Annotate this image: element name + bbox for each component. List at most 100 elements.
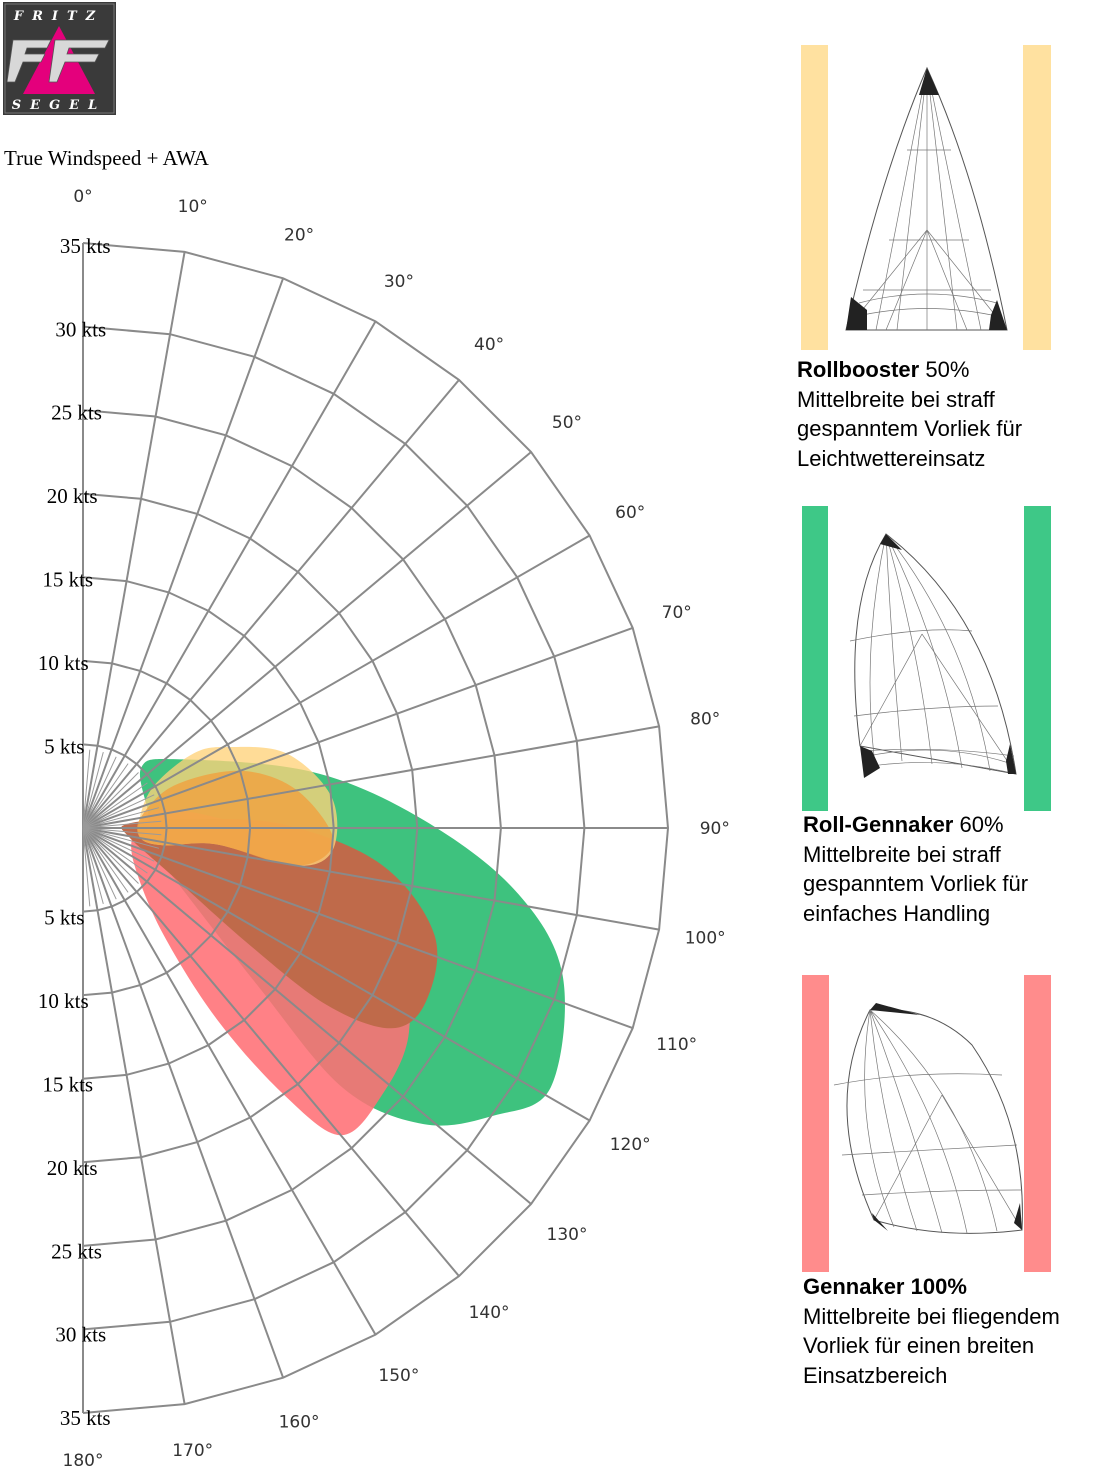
- fritz-segel-logo: FRITZ SEGEL: [3, 2, 116, 115]
- spoke-150deg: [82, 827, 377, 1336]
- hub-spoke: [82, 782, 148, 829]
- angle-label: 30°: [384, 272, 414, 292]
- angle-label: 70°: [662, 603, 692, 623]
- roll-gennaker-head-patch: [880, 534, 902, 550]
- angle-label: 40°: [474, 335, 504, 355]
- roll-gennaker-sail-drawing: [849, 533, 1017, 775]
- hub-spoke: [82, 827, 104, 905]
- spoke-70deg: [82, 626, 634, 829]
- radial-label: 25 kts: [51, 1239, 102, 1263]
- hub-spoke: [82, 756, 117, 829]
- hub-spoke: [82, 827, 129, 893]
- angle-label: 60°: [615, 503, 645, 523]
- spoke-170deg: [82, 827, 186, 1405]
- spoke-120deg: [82, 827, 591, 1122]
- radial-label: 35 kts: [60, 1406, 111, 1430]
- hub-spoke: [82, 749, 91, 829]
- gennaker-sail-drawing: [833, 1008, 1023, 1234]
- chart-title: True Windspeed + AWA: [4, 146, 209, 170]
- angle-label: 90°: [700, 819, 730, 839]
- spoke-10deg: [82, 251, 186, 829]
- spoke-130deg: [82, 827, 532, 1205]
- spoke-160deg: [82, 827, 285, 1379]
- logo-top-text: FRITZ: [13, 9, 104, 24]
- angle-label: 110°: [656, 1035, 697, 1055]
- rollbooster-name: Rollbooster: [797, 357, 920, 382]
- angle-label: 180°: [63, 1451, 104, 1470]
- hub-spoke: [82, 827, 117, 900]
- gennaker-clew-patch: [1014, 1203, 1022, 1230]
- angle-label: 100°: [685, 929, 726, 949]
- roll-gennaker-desc-3: einfaches Handling: [803, 900, 991, 926]
- angle-label: 0°: [73, 187, 92, 207]
- spoke-100deg: [82, 827, 660, 931]
- radial-label: 5 kts: [44, 906, 84, 930]
- angle-label: 160°: [279, 1413, 320, 1433]
- radial-label: 20 kts: [47, 484, 98, 508]
- radial-label: 35 kts: [60, 234, 111, 258]
- angle-label: 120°: [610, 1135, 651, 1155]
- hub-spoke: [82, 807, 160, 829]
- gennaker-band-right: [1024, 975, 1051, 1272]
- radial-label: 10 kts: [38, 651, 89, 675]
- radial-label: 10 kts: [38, 989, 89, 1013]
- hub-spoke: [82, 827, 91, 907]
- spoke-40deg: [82, 379, 460, 829]
- gennaker-band-left: [802, 975, 829, 1272]
- radial-label: 30 kts: [55, 317, 106, 341]
- angle-label: 170°: [172, 1441, 213, 1461]
- rollbooster-head-patch: [919, 68, 939, 95]
- roll-gennaker-tack-patch: [860, 746, 880, 778]
- gennaker-sail-image: [802, 975, 1051, 1272]
- rollbooster-sail-drawing: [845, 66, 1008, 331]
- roll-gennaker-desc-1: Mittelbreite bei straff: [803, 841, 1001, 867]
- roll-gennaker-name: Roll-Gennaker: [803, 812, 954, 837]
- hub-spoke: [82, 772, 139, 829]
- spoke-60deg: [82, 534, 591, 829]
- roll-gennaker-desc-2: gespanntem Vorliek für: [803, 871, 1029, 896]
- rollbooster-percent: 50%: [925, 357, 970, 382]
- hub-spoke: [82, 827, 139, 884]
- logo-ff-mark: [6, 39, 110, 83]
- radial-label: 15 kts: [42, 568, 93, 592]
- rollbooster-desc-2: gespanntem Vorliek für: [797, 416, 1023, 441]
- gennaker-desc-1: Mittelbreite bei fliegendem: [803, 1303, 1060, 1329]
- roll-gennaker-percent: 60%: [959, 812, 1004, 837]
- gennaker-percent: 100%: [910, 1274, 967, 1299]
- roll-gennaker-band-right: [1024, 506, 1051, 811]
- rollbooster-caption: Rollbooster 50% Mittelbreite bei straff …: [797, 355, 1022, 473]
- gennaker-name: Gennaker: [803, 1274, 905, 1299]
- rollbooster-clew-patch: [989, 300, 1007, 330]
- gennaker-desc-3: Einsatzbereich: [803, 1362, 948, 1388]
- radial-label: 15 kts: [42, 1072, 93, 1096]
- series-rollbooster-gennaker: [137, 770, 334, 866]
- hub-spoke: [82, 827, 160, 849]
- radial-label: 5 kts: [44, 735, 84, 759]
- spoke-20deg: [82, 277, 285, 829]
- hub-spoke: [82, 820, 162, 829]
- angle-label: 10°: [178, 197, 208, 217]
- radial-label: 20 kts: [47, 1156, 98, 1180]
- spoke-110deg: [82, 827, 634, 1030]
- angle-label: 20°: [284, 225, 314, 245]
- logo-bottom-text: SEGEL: [12, 98, 106, 113]
- angle-label: 80°: [690, 709, 720, 729]
- rollbooster-tack-patch: [846, 297, 867, 330]
- gennaker-desc-2: Vorliek für einen breiten: [803, 1333, 1035, 1358]
- angle-label: 130°: [547, 1225, 588, 1245]
- roll-gennaker-clew-patch: [1006, 744, 1016, 774]
- hub-spoke: [82, 751, 104, 829]
- rollbooster-sail-image: [801, 45, 1051, 350]
- angle-label: 140°: [469, 1303, 510, 1323]
- roll-gennaker-band-left: [802, 506, 828, 811]
- rollbooster-desc-1: Mittelbreite bei straff: [797, 386, 995, 412]
- hub-spoke: [82, 827, 155, 862]
- rollbooster-band-right: [1023, 45, 1051, 350]
- radial-label: 30 kts: [55, 1323, 106, 1347]
- gennaker-head-patch: [870, 1003, 920, 1015]
- spoke-50deg: [82, 451, 532, 829]
- spoke-30deg: [82, 320, 377, 829]
- hub-spoke: [82, 827, 148, 874]
- rollbooster-desc-3: Leichtwettereinsatz: [797, 445, 986, 471]
- angle-label: 50°: [552, 413, 582, 433]
